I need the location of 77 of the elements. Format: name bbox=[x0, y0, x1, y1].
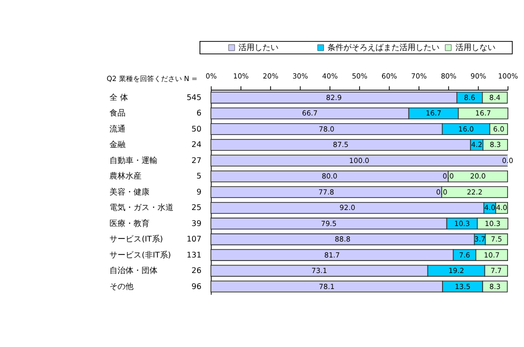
y2-tick-label: 27 bbox=[192, 156, 202, 165]
data-label: 4.0 bbox=[496, 203, 508, 212]
y-tick-label: 美容・健康 bbox=[110, 187, 150, 196]
x-tick-label: 50% bbox=[352, 71, 368, 80]
y-tick-label: サービス(IT系) bbox=[110, 234, 163, 244]
data-label: 0.0 bbox=[502, 156, 514, 165]
legend-label: 条件がそろえばまた活用したい bbox=[328, 42, 440, 52]
data-label: 8.4 bbox=[489, 93, 501, 102]
y-tick-label: その他 bbox=[110, 282, 134, 291]
y2-tick-label: 5 bbox=[196, 172, 202, 181]
data-label: 88.8 bbox=[334, 234, 350, 244]
data-label: 16.0 bbox=[458, 124, 474, 134]
y-tick-label: 自動車・運輸 bbox=[110, 156, 158, 165]
data-label: 4.0 bbox=[484, 203, 496, 212]
y-axis-title: Q2 業種を回答ください N = bbox=[106, 74, 198, 83]
y-tick-label: 自治体・団体 bbox=[110, 266, 158, 276]
data-label: 4.2 bbox=[471, 140, 482, 150]
data-label: 13.5 bbox=[454, 282, 470, 291]
y2-tick-label: 26 bbox=[192, 266, 202, 276]
x-tick-label: 10% bbox=[233, 71, 250, 80]
y-tick-label: サービス(非IT系) bbox=[110, 250, 171, 260]
data-label: 16.7 bbox=[475, 108, 491, 118]
legend-label: 活用したい bbox=[238, 42, 279, 52]
y-tick-label: 流通 bbox=[110, 124, 126, 134]
data-label: 8.3 bbox=[490, 140, 501, 150]
y2-tick-label: 50 bbox=[192, 124, 202, 134]
y2-tick-label: 107 bbox=[186, 234, 202, 244]
y-tick-label: 全 体 bbox=[110, 93, 128, 102]
data-label: 78.1 bbox=[318, 282, 335, 291]
data-label: 100.0 bbox=[349, 156, 370, 165]
y2-tick-label: 96 bbox=[192, 282, 202, 291]
y-tick-label: 農林水産 bbox=[110, 172, 142, 181]
data-label: 66.7 bbox=[302, 108, 318, 118]
data-label: 7.5 bbox=[490, 234, 502, 244]
data-label: 8.3 bbox=[489, 282, 501, 291]
y-tick-label: 医療・教育 bbox=[110, 218, 150, 228]
data-label: 73.1 bbox=[312, 266, 328, 276]
y-tick-label: 電気・ガス・水道 bbox=[110, 203, 174, 212]
y2-tick-label: 24 bbox=[192, 140, 202, 150]
data-label: 7.6 bbox=[458, 250, 471, 260]
data-label: 77.8 bbox=[318, 187, 334, 196]
y2-tick-label: 25 bbox=[192, 203, 202, 212]
x-tick-label: 30% bbox=[292, 71, 308, 80]
data-label: 87.5 bbox=[332, 140, 348, 150]
x-tick-label: 80% bbox=[440, 71, 457, 80]
data-label: 81.7 bbox=[324, 250, 340, 260]
x-tick-label: 100% bbox=[498, 71, 518, 80]
data-label: 82.9 bbox=[326, 93, 342, 102]
data-label: 10.3 bbox=[484, 218, 500, 228]
data-label: 16.7 bbox=[426, 108, 442, 118]
data-label: 22.2 bbox=[466, 187, 482, 196]
y2-tick-label: 545 bbox=[186, 93, 202, 102]
x-tick-label: 0% bbox=[206, 71, 218, 80]
data-label: 80.0 bbox=[322, 172, 338, 181]
x-tick-label: 40% bbox=[322, 71, 338, 80]
data-label: 20.0 bbox=[470, 172, 486, 181]
data-label: 92.0 bbox=[340, 203, 356, 212]
data-label: 3.7 bbox=[474, 234, 486, 244]
data-label: 19.2 bbox=[448, 266, 464, 276]
y2-tick-label: 39 bbox=[192, 218, 202, 228]
x-tick-label: 60% bbox=[381, 71, 398, 80]
x-tick-label: 70% bbox=[411, 71, 428, 80]
x-tick-label: 20% bbox=[262, 71, 279, 80]
data-label: 10.3 bbox=[454, 218, 470, 228]
data-label: 8.6 bbox=[464, 93, 476, 102]
data-label: 7.7 bbox=[490, 266, 502, 276]
data-label: 6.0 bbox=[493, 124, 504, 134]
data-label: 79.5 bbox=[320, 218, 337, 228]
y2-tick-label: 9 bbox=[196, 187, 202, 196]
data-label: 78.0 bbox=[318, 124, 334, 134]
y-tick-label: 食品 bbox=[110, 108, 126, 118]
legend-label: 活用しない bbox=[455, 42, 496, 52]
y2-tick-label: 131 bbox=[186, 250, 202, 260]
y2-tick-label: 6 bbox=[196, 108, 202, 118]
x-tick-label: 90% bbox=[470, 71, 486, 80]
y-tick-label: 金融 bbox=[110, 140, 126, 150]
data-label: 10.7 bbox=[484, 250, 500, 260]
